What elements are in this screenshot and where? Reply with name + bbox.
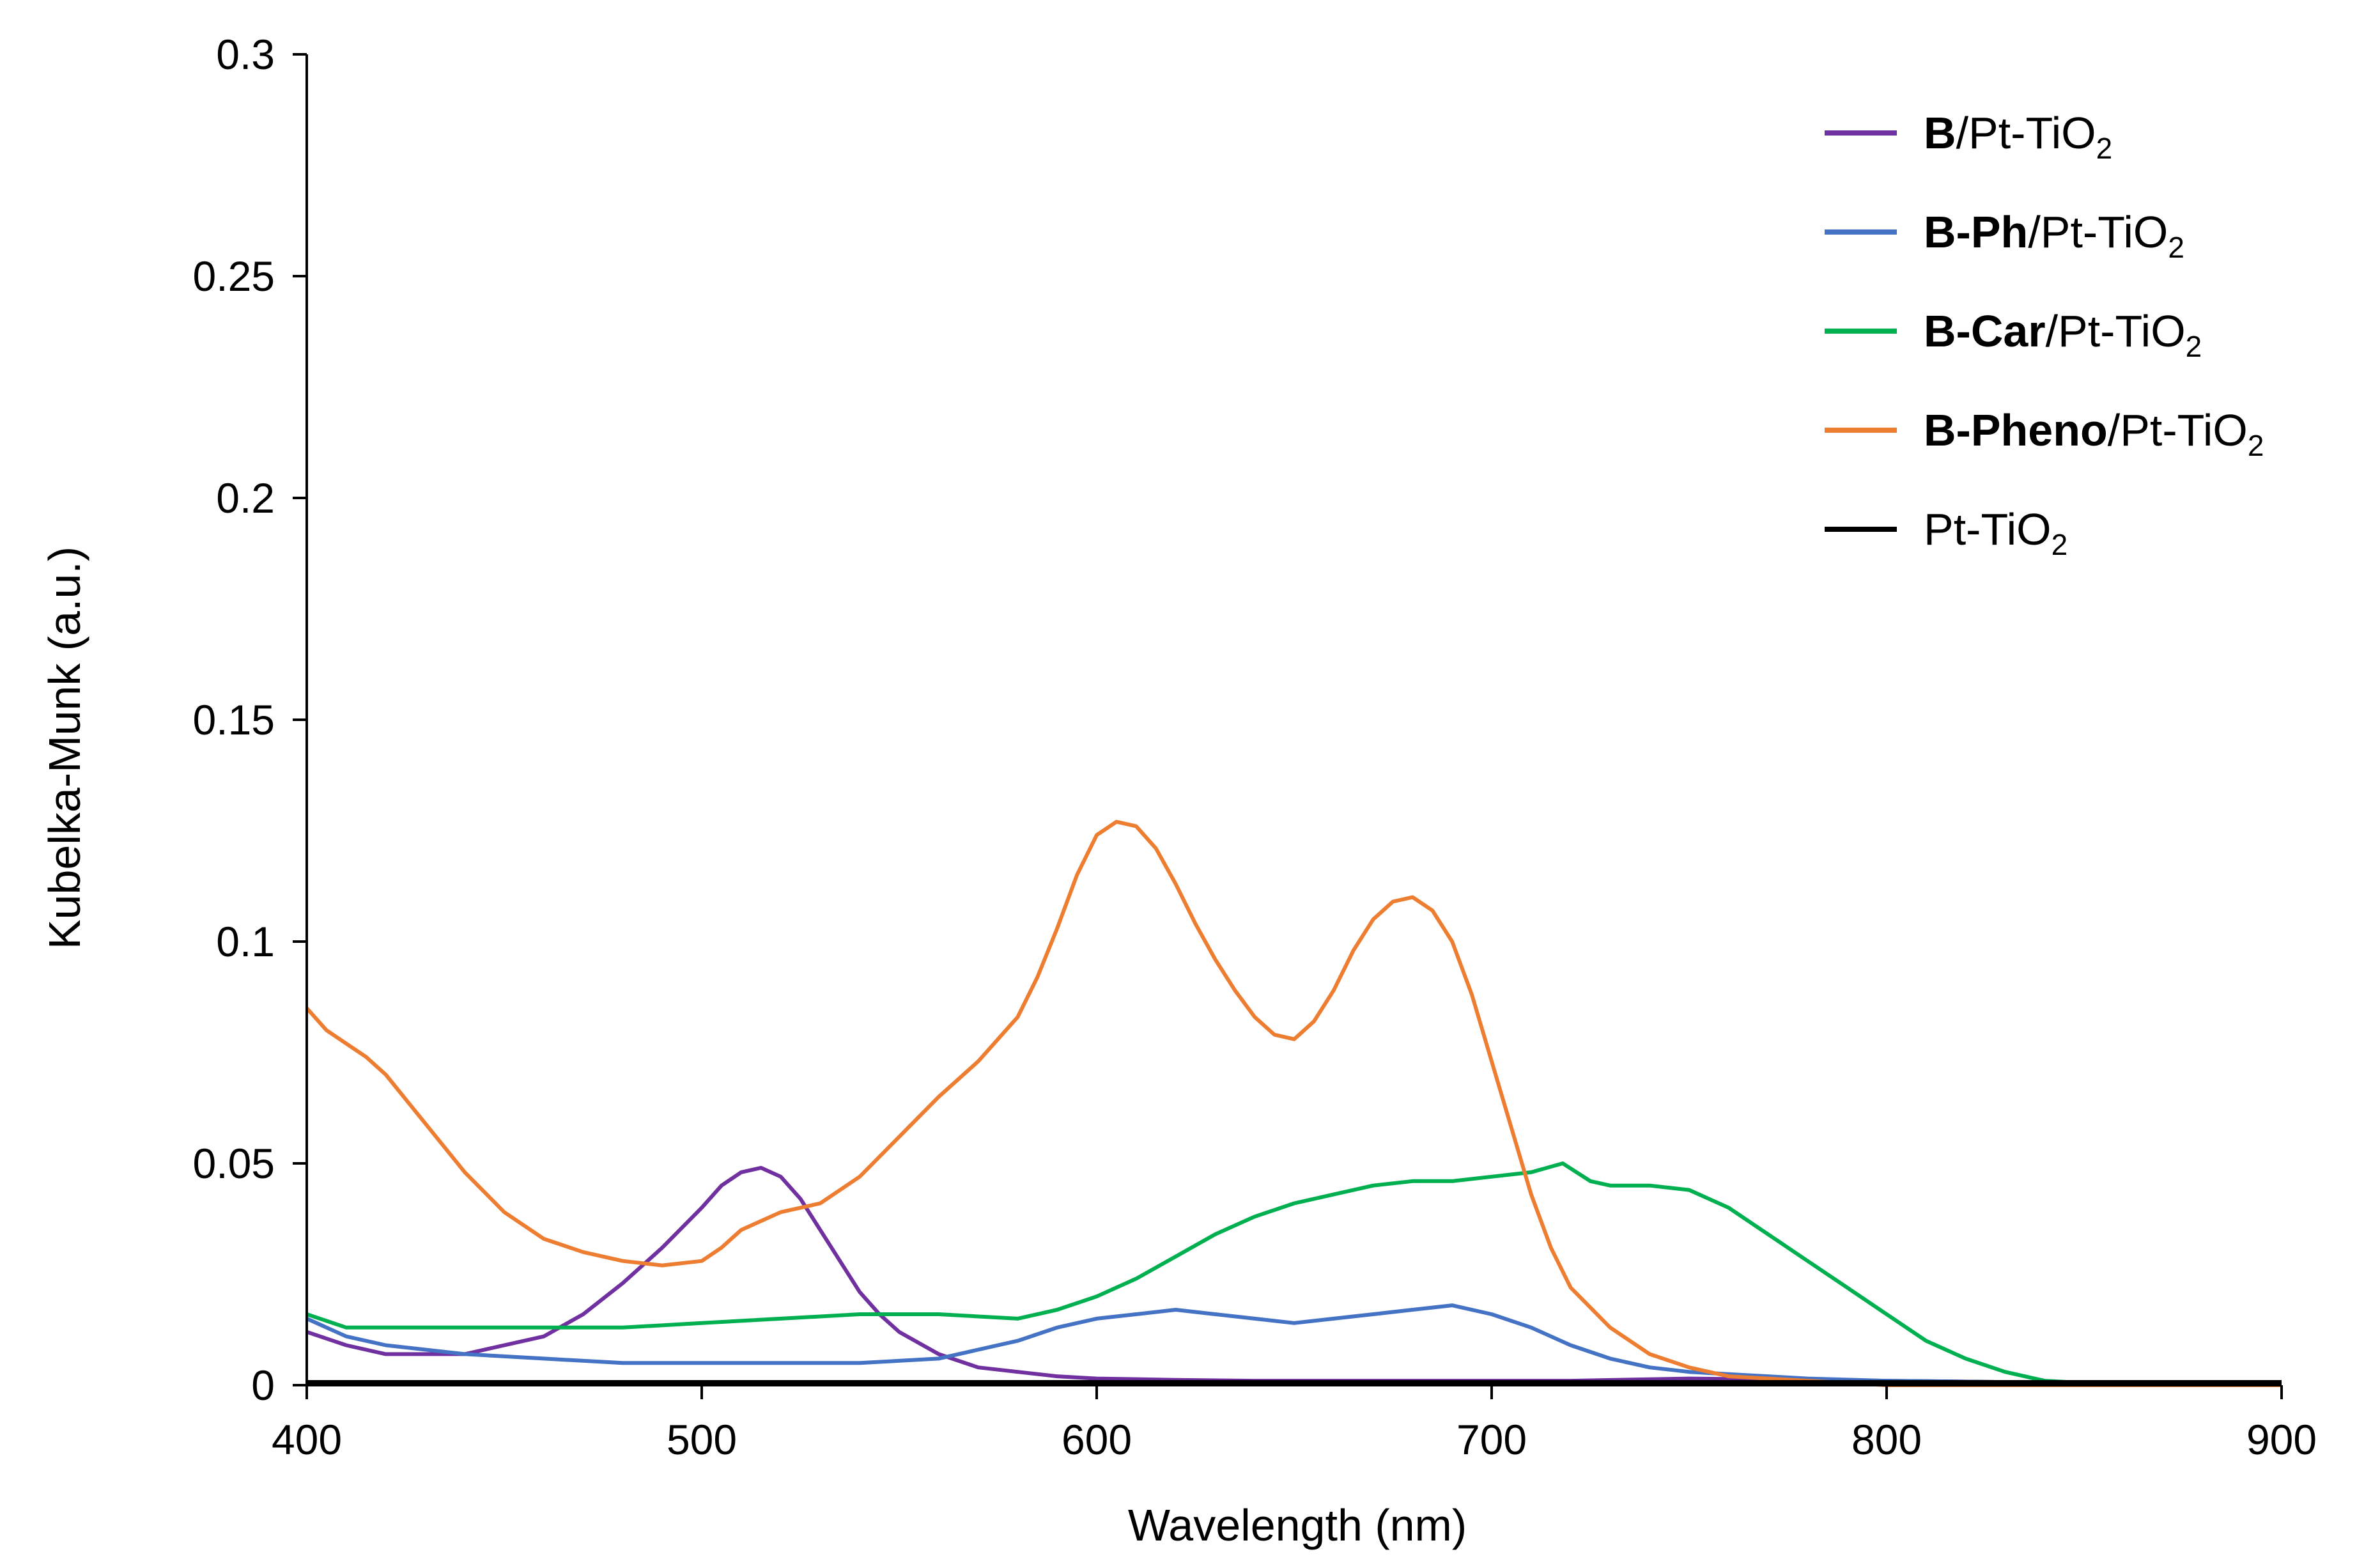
x-tick-label: 700 [1457,1416,1527,1463]
y-ticks: 0 0.05 0.1 0.15 0.2 0.25 0.3 [193,31,307,1409]
y-tick-label: 0.3 [216,31,275,78]
x-tick-label: 500 [667,1416,737,1463]
y-tick-label: 0.2 [216,474,275,522]
legend-label-b-pt-tio2: B/Pt-TiO2 [1924,108,2112,165]
y-tick-label: 0.25 [193,252,275,300]
legend: B/Pt-TiO2 B-Ph/Pt-TiO2 B-Car/Pt-TiO2 B-Phen… [1825,108,2264,561]
legend-label-b-pheno-pt-tio2: B-Pheno/Pt-TiO2 [1924,405,2264,462]
series-line-b-pt-tio2 [306,1165,2282,1387]
y-tick-label: 0 [251,1362,275,1409]
series-line-b-pheno-pt-tio2 [305,819,2282,1387]
x-ticks: 400 500 600 700 800 900 [272,1385,2317,1463]
x-tick-label: 900 [2246,1416,2317,1463]
y-tick-label: 0.15 [193,696,275,743]
x-tick-label: 600 [1062,1416,1132,1463]
legend-label-pt-tio2: Pt-TiO2 [1924,504,2067,561]
y-tick-label: 0.1 [216,918,275,965]
series-line-b-ph-pt-tio2 [305,1303,2282,1387]
x-axis-title: Wavelength (nm) [1128,1500,1467,1550]
legend-label-b-ph-pt-tio2: B-Ph/Pt-TiO2 [1924,207,2184,264]
y-tick-label: 0.05 [193,1140,275,1187]
x-tick-label: 800 [1851,1416,1922,1463]
series-line-b-car-pt-tio2 [306,1161,2282,1387]
plot-lines [305,819,2282,1387]
y-axis-title: Kubelka-Munk (a.u.) [40,547,89,949]
legend-label-b-car-pt-tio2: B-Car/Pt-TiO2 [1924,306,2202,363]
x-tick-label: 400 [272,1416,342,1463]
